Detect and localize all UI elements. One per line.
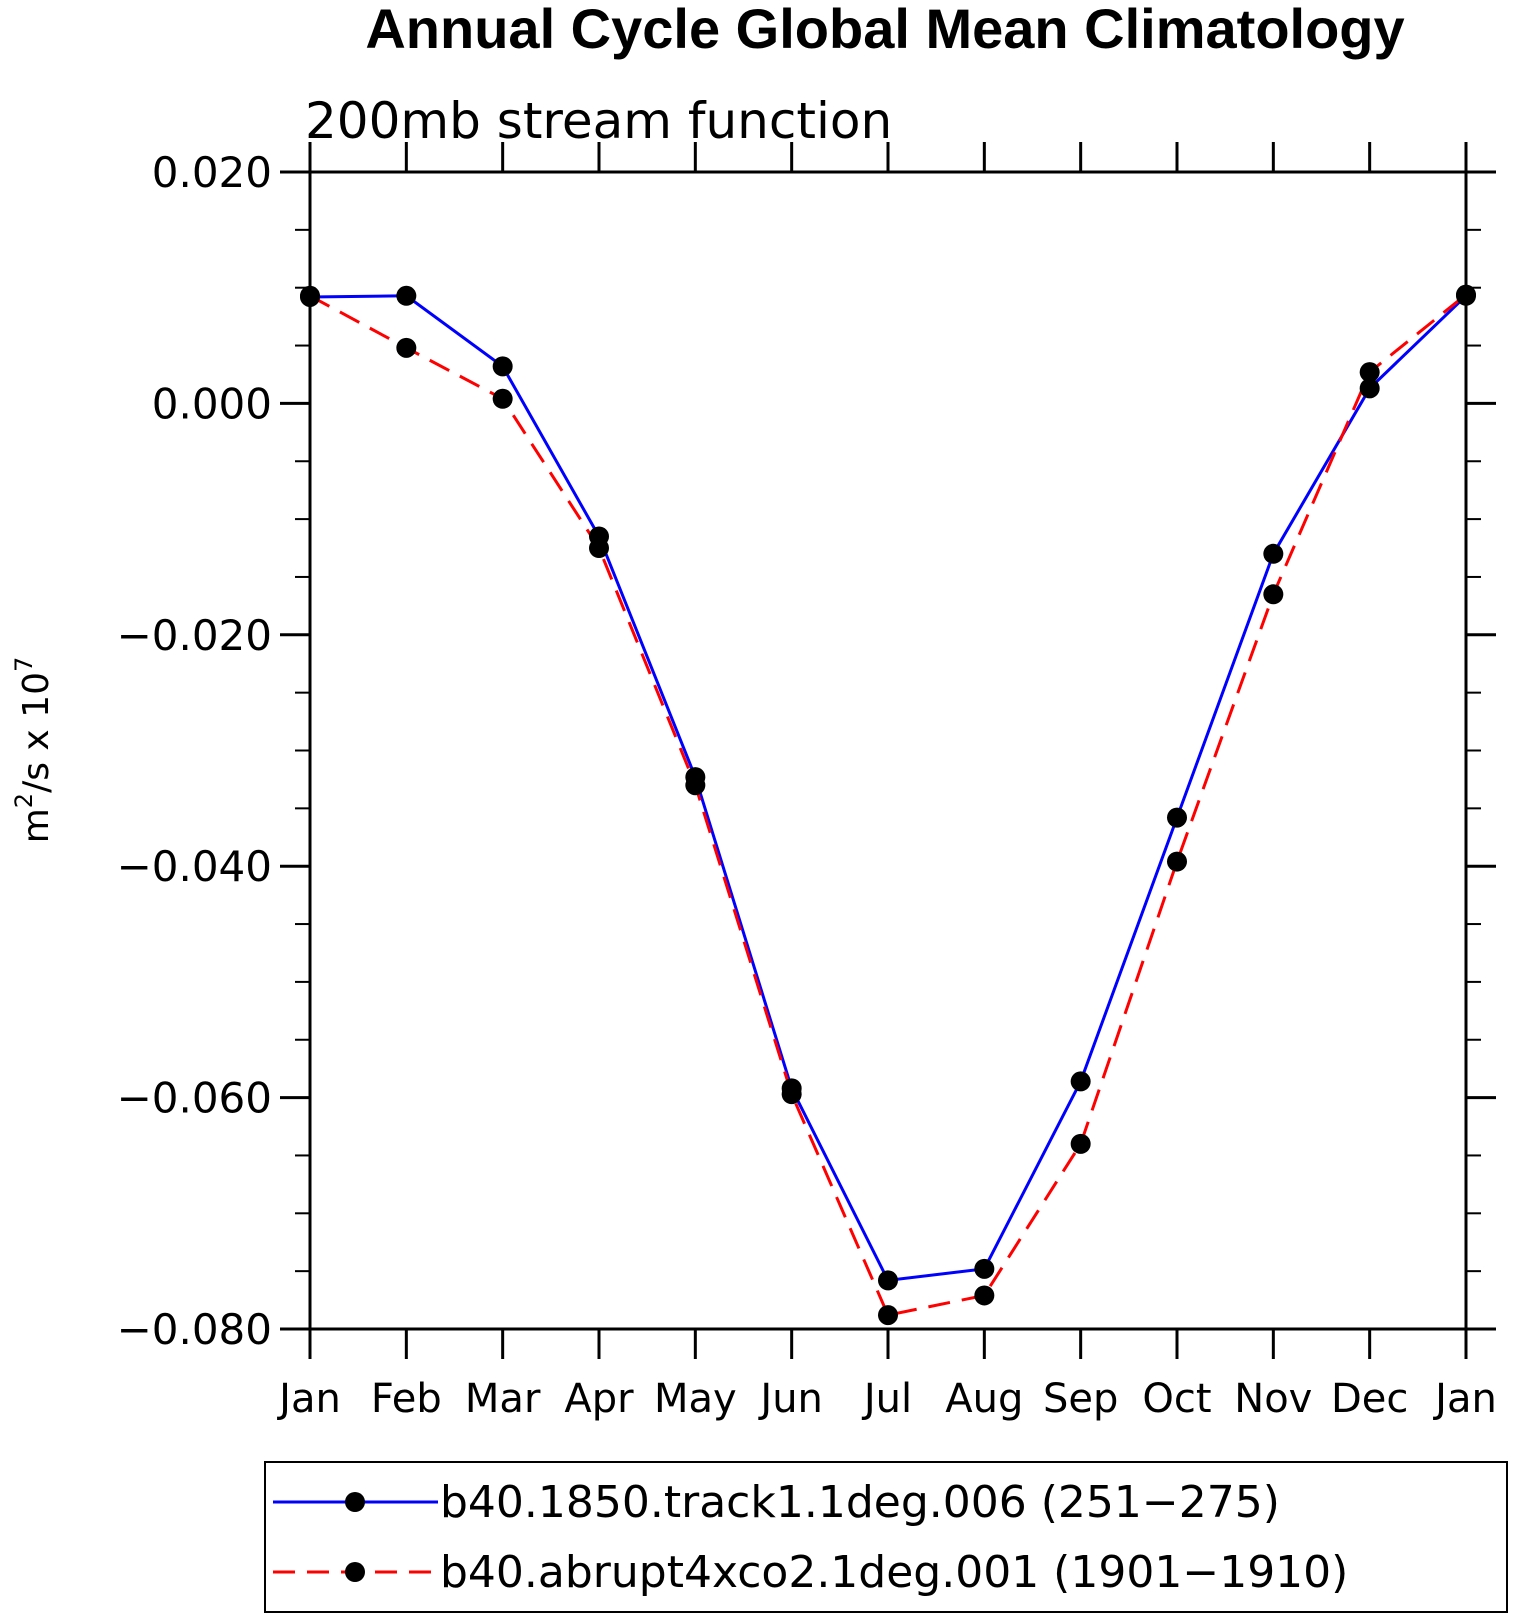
legend: b40.1850.track1.1deg.006 (251−275) b40.a… [264,1461,1508,1613]
x-tick-label: Jun [757,1376,823,1422]
y-tick-label: −0.040 [117,842,272,891]
x-tick-label: Jan [276,1376,341,1422]
data-point-series-1 [1359,378,1380,399]
x-tick-label: Mar [465,1376,541,1422]
data-point-series-2 [878,1305,898,1326]
data-point-series-2 [1359,362,1380,383]
data-point-series-2 [781,1084,802,1105]
y-tick-labels: 0.020 0.000 −0.020 −0.040 −0.060 −0.080 [117,148,272,1354]
series-layer [300,284,1476,1326]
data-point-series-2 [1070,1133,1091,1154]
chart-title: Annual Cycle Global Mean Climatology [365,0,1404,60]
y-tick-label: 0.020 [152,148,272,197]
x-tick-label: Jan [1432,1376,1497,1422]
plot-frame [308,170,1468,1331]
data-point-series-2 [396,337,417,358]
data-point-series-2 [1263,584,1284,605]
data-point-series-2 [492,388,513,409]
x-tick-label: Nov [1234,1376,1312,1422]
y-tick-label: −0.060 [117,1074,272,1123]
axis-ticks [280,142,1496,1359]
x-tick-label: Oct [1142,1376,1211,1422]
y-axis-label: m2/s x 107 [10,657,57,844]
data-point-series-2 [1456,284,1476,305]
chart-subtitle: 200mb stream function [305,92,892,150]
x-tick-label: Jul [861,1376,912,1422]
data-point-series-1 [1167,807,1187,828]
series-line-1 [309,294,1468,1283]
x-tick-label: Feb [371,1376,442,1422]
data-point-series-2 [974,1285,995,1306]
legend-marker-series-1 [345,1492,365,1512]
data-point-series-1 [396,285,417,306]
x-tick-label: May [654,1376,737,1422]
legend-label-series-1: b40.1850.track1.1deg.006 (251−275) [440,1477,1280,1528]
x-tick-label: Aug [945,1376,1023,1422]
data-point-series-1 [492,356,513,377]
series-line-2 [309,293,1467,1317]
x-tick-label: Apr [564,1376,634,1422]
x-tick-labels: Jan Feb Mar Apr May Jun Jul Aug Sep Oct Nov Dec Jan [276,1376,1497,1422]
legend-marker-series-2 [345,1562,365,1582]
data-point-series-2 [589,538,609,559]
legend-label-series-2: b40.abrupt4xco2.1deg.001 (1901−1910) [440,1547,1348,1598]
x-tick-label: Sep [1043,1376,1118,1422]
data-point-series-1 [1263,543,1284,564]
y-tick-label: 0.000 [152,379,272,428]
data-point-series-2 [300,285,320,306]
data-point-series-2 [1167,851,1187,872]
y-tick-label: −0.020 [117,611,272,660]
x-tick-label: Dec [1331,1376,1408,1422]
y-tick-label: −0.080 [117,1305,272,1354]
data-point-series-2 [685,775,706,796]
data-point-series-1 [878,1270,898,1291]
legend-box [264,1461,1508,1613]
data-point-series-1 [974,1258,995,1279]
data-point-series-1 [1070,1071,1091,1092]
